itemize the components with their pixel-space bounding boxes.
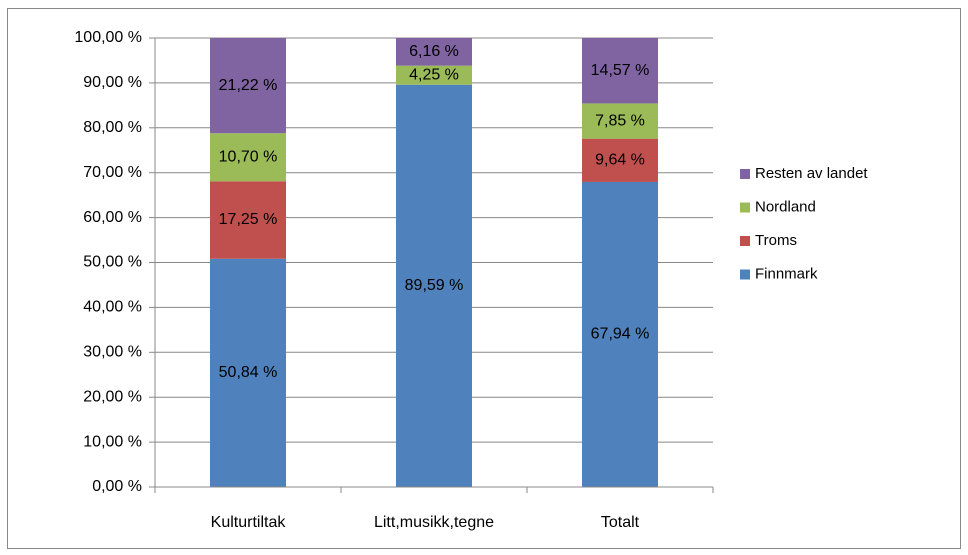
- data-label: 50,84 %: [219, 364, 278, 381]
- y-tick-label: 0,00 %: [92, 478, 142, 495]
- data-label: 89,59 %: [405, 277, 464, 294]
- bar-segment: [210, 37, 286, 134]
- bar-segment: [396, 38, 472, 66]
- data-label: 4,25 %: [409, 66, 459, 83]
- y-tick-label: 30,00 %: [83, 344, 142, 361]
- y-tick-label: 100,00 %: [74, 29, 142, 46]
- y-tick-label: 40,00 %: [83, 299, 142, 316]
- bar-segment: [210, 181, 286, 259]
- data-label: 6,16 %: [409, 43, 459, 60]
- y-tick-label: 70,00 %: [83, 164, 142, 181]
- y-tick-label: 50,00 %: [83, 254, 142, 271]
- data-label: 9,64 %: [595, 152, 645, 169]
- y-tick-label: 90,00 %: [83, 74, 142, 91]
- bar-segment: [210, 133, 286, 182]
- data-label: 14,57 %: [591, 62, 650, 79]
- y-tick-label: 20,00 %: [83, 388, 142, 405]
- legend-label: Troms: [755, 232, 797, 249]
- chart-border: [7, 8, 961, 549]
- legend-swatch: [740, 269, 750, 280]
- y-tick-label: 80,00 %: [83, 119, 142, 136]
- legend-label: Resten av landet: [755, 165, 868, 182]
- data-label: 21,22 %: [219, 77, 278, 94]
- data-label: 67,94 %: [591, 326, 650, 343]
- data-label: 7,85 %: [595, 112, 645, 129]
- bar-segment: [582, 181, 658, 487]
- x-tick-label: Kulturtiltak: [211, 514, 287, 531]
- legend-swatch: [740, 202, 750, 213]
- data-label: 10,70 %: [219, 148, 278, 165]
- x-tick-label: Litt,musikk,tegne: [374, 514, 494, 531]
- legend-swatch: [740, 236, 750, 246]
- bar-segment: [396, 65, 472, 85]
- bar-segment: [582, 103, 658, 139]
- y-tick-label: 60,00 %: [83, 209, 142, 226]
- legend-swatch: [740, 169, 750, 179]
- x-tick-label: Totalt: [601, 514, 640, 531]
- legend-label: Finnmark: [755, 265, 818, 282]
- bar-segment: [396, 84, 472, 487]
- legend-label: Nordland: [755, 198, 816, 215]
- bar-segment: [582, 38, 658, 104]
- y-tick-label: 10,00 %: [83, 433, 142, 450]
- bar-segment: [582, 138, 658, 182]
- bar-segment: [210, 258, 286, 487]
- data-label: 17,25 %: [219, 211, 278, 228]
